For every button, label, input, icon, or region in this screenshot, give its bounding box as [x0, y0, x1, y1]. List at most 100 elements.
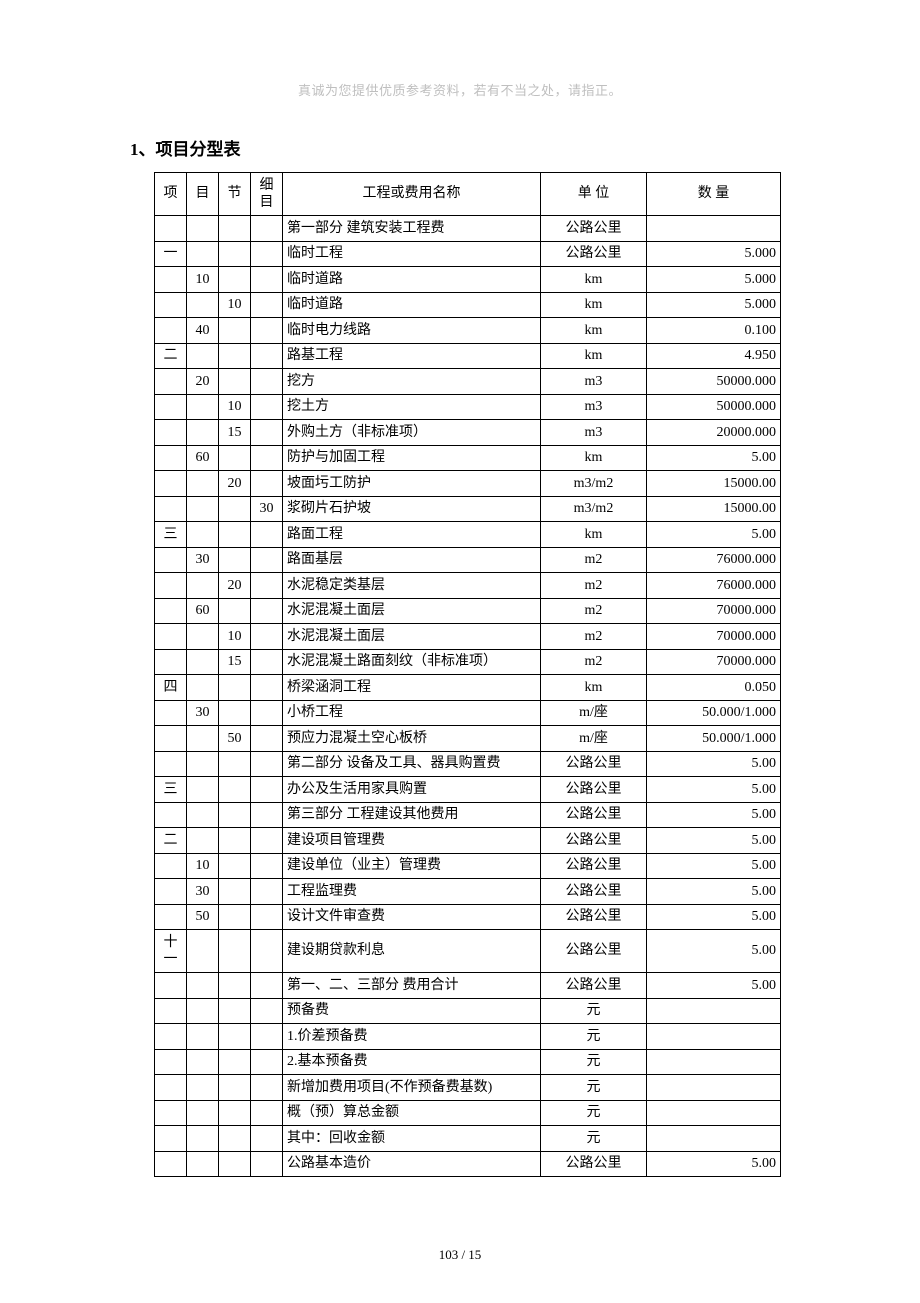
table-cell [251, 751, 283, 777]
table-cell: 公路公里 [541, 777, 647, 803]
table-cell: km [541, 522, 647, 548]
table-cell [187, 1049, 219, 1075]
table-cell: 60 [187, 445, 219, 471]
table-cell: 5.00 [647, 879, 781, 905]
table-row: 50设计文件审查费公路公里5.00 [155, 904, 781, 930]
table-cell [647, 1075, 781, 1101]
table-cell: 设计文件审查费 [283, 904, 541, 930]
document-page: 真诚为您提供优质参考资料，若有不当之处，请指正。 1、项目分型表 项 目 节 细… [0, 0, 920, 1303]
table-cell: 15000.00 [647, 496, 781, 522]
table-cell [219, 1126, 251, 1152]
table-cell [219, 1100, 251, 1126]
table-cell: 元 [541, 1126, 647, 1152]
table-cell [155, 292, 187, 318]
table-row: 1.价差预备费元 [155, 1024, 781, 1050]
table-cell [187, 726, 219, 752]
table-cell [647, 1100, 781, 1126]
table-cell [251, 573, 283, 599]
table-cell [155, 751, 187, 777]
table-cell: km [541, 318, 647, 344]
table-cell: 临时电力线路 [283, 318, 541, 344]
table-cell [155, 1151, 187, 1177]
table-cell: 5.00 [647, 1151, 781, 1177]
table-row: 10临时道路km5.000 [155, 292, 781, 318]
table-row: 一临时工程公路公里5.000 [155, 241, 781, 267]
table-cell [187, 216, 219, 242]
table-cell: 路面工程 [283, 522, 541, 548]
table-row: 15水泥混凝土路面刻纹（非标准项）m270000.000 [155, 649, 781, 675]
table-cell: 公路公里 [541, 973, 647, 999]
table-cell: 15 [219, 649, 251, 675]
table-cell: 5.00 [647, 445, 781, 471]
table-row: 三路面工程km5.00 [155, 522, 781, 548]
table-cell: km [541, 292, 647, 318]
table-cell [219, 904, 251, 930]
table-cell [219, 1049, 251, 1075]
table-cell [251, 292, 283, 318]
table-cell: 公路公里 [541, 802, 647, 828]
table-cell: 水泥稳定类基层 [283, 573, 541, 599]
table-cell: 10 [187, 853, 219, 879]
table-cell: 第三部分 工程建设其他费用 [283, 802, 541, 828]
table-row: 10挖土方m350000.000 [155, 394, 781, 420]
table-cell [251, 1151, 283, 1177]
table-cell [155, 973, 187, 999]
table-row: 10水泥混凝土面层m270000.000 [155, 624, 781, 650]
table-cell [251, 1100, 283, 1126]
table-cell [219, 802, 251, 828]
col-header-proj: 项 [155, 173, 187, 216]
table-cell [155, 598, 187, 624]
table-cell [219, 1024, 251, 1050]
table-cell [187, 573, 219, 599]
table-cell: m3 [541, 369, 647, 395]
table-cell: 76000.000 [647, 573, 781, 599]
table-row: 40临时电力线路km0.100 [155, 318, 781, 344]
table-cell [187, 649, 219, 675]
table-cell: 公路基本造价 [283, 1151, 541, 1177]
table-cell [187, 241, 219, 267]
table-cell: 1.价差预备费 [283, 1024, 541, 1050]
table-row: 第三部分 工程建设其他费用公路公里5.00 [155, 802, 781, 828]
table-cell: 临时道路 [283, 292, 541, 318]
table-row: 第一、二、三部分 费用合计公路公里5.00 [155, 973, 781, 999]
table-cell [155, 853, 187, 879]
table-cell: km [541, 267, 647, 293]
table-cell: 0.100 [647, 318, 781, 344]
table-cell: 70000.000 [647, 598, 781, 624]
table-cell [251, 1075, 283, 1101]
table-cell: 外购土方（非标准项） [283, 420, 541, 446]
table-cell: 公路公里 [541, 216, 647, 242]
table-row: 20坡面圬工防护m3/m215000.00 [155, 471, 781, 497]
table-cell: 5.00 [647, 904, 781, 930]
table-cell: 5.00 [647, 930, 781, 973]
table-cell: 第一部分 建筑安装工程费 [283, 216, 541, 242]
table-cell [251, 624, 283, 650]
table-cell [251, 853, 283, 879]
table-cell [219, 216, 251, 242]
table-cell [187, 343, 219, 369]
table-cell: 二 [155, 343, 187, 369]
table-cell: 小桥工程 [283, 700, 541, 726]
table-cell [251, 1049, 283, 1075]
table-cell [187, 998, 219, 1024]
table-cell [251, 675, 283, 701]
table-cell: m3 [541, 394, 647, 420]
table-cell [251, 1024, 283, 1050]
table-cell [155, 879, 187, 905]
table-cell [251, 998, 283, 1024]
table-cell [251, 216, 283, 242]
table-cell: km [541, 343, 647, 369]
table-cell: 30 [187, 700, 219, 726]
table-cell: m3 [541, 420, 647, 446]
table-cell: 50 [219, 726, 251, 752]
table-header: 项 目 节 细目 工程或费用名称 单 位 数 量 [155, 173, 781, 216]
table-cell: 20000.000 [647, 420, 781, 446]
table-cell: 元 [541, 998, 647, 1024]
table-cell [251, 828, 283, 854]
table-cell: 5.00 [647, 973, 781, 999]
table-cell: m/座 [541, 726, 647, 752]
table-row: 10临时道路km5.000 [155, 267, 781, 293]
table-cell [187, 777, 219, 803]
table-cell: 办公及生活用家具购置 [283, 777, 541, 803]
table-cell: 公路公里 [541, 751, 647, 777]
